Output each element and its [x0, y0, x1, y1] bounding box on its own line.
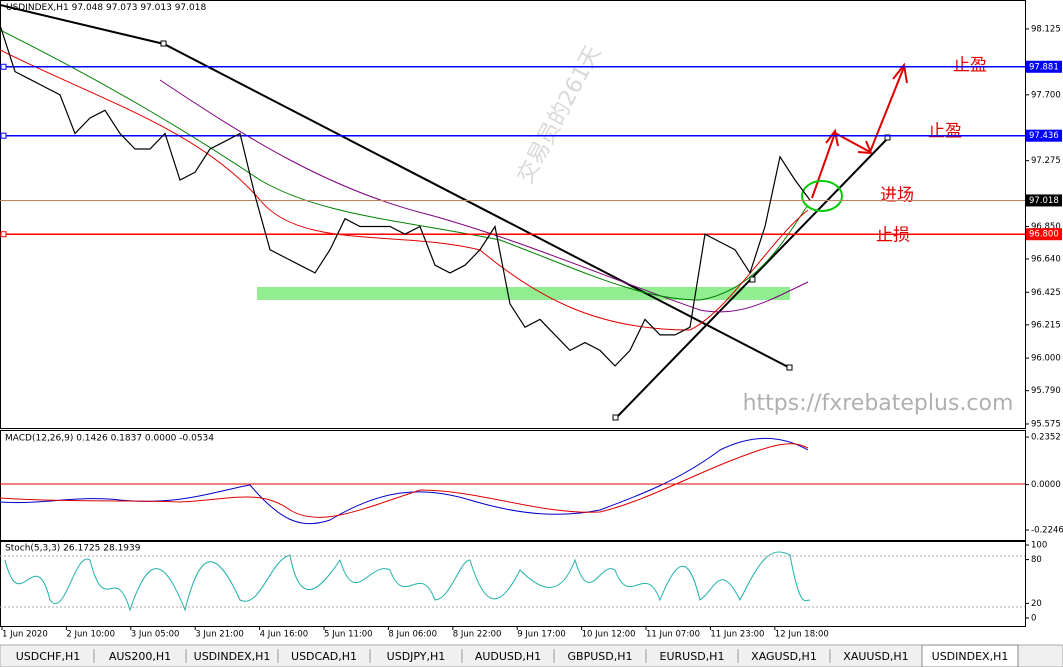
level-box: [1026, 60, 1062, 73]
time-label: 4 Jun 16:00: [260, 630, 309, 640]
time-label: 11 Jun 23:00: [710, 630, 764, 640]
y-tick-label: 0.2352: [1031, 433, 1061, 443]
y-tick-label: 95.790: [1031, 386, 1061, 396]
url: https://fxrebateplus.com: [743, 391, 1014, 416]
time-label: 10 Jun 12:00: [582, 630, 636, 640]
level-handle: [0, 132, 7, 139]
tab[interactable]: USDINDEX,H1: [194, 650, 271, 663]
time-label: 12 Jun 18:00: [775, 630, 829, 640]
y-tick-label: 97.700: [1031, 90, 1061, 100]
annotation: 进场: [880, 186, 914, 206]
tab[interactable]: USDCHF,H1: [16, 650, 81, 663]
time-label: 2 Jun 10:00: [66, 630, 115, 640]
arrow-head: [857, 140, 873, 155]
support-zone: [257, 287, 790, 300]
ohlc: 97.048 97.073 97.013 97.018: [72, 3, 207, 13]
stoch-main: [4, 551, 811, 612]
tab[interactable]: USDCAD,H1: [291, 650, 357, 663]
anchor: [749, 276, 756, 283]
time-label: 8 Jun 06:00: [388, 630, 437, 640]
level-box: [1026, 228, 1062, 241]
y-tick-label: 96.215: [1031, 320, 1061, 330]
signal-line: [0, 443, 809, 518]
moving-average: [0, 49, 809, 331]
level-label: 96.800: [1029, 230, 1059, 240]
y-tick-label: 20: [1031, 599, 1042, 609]
stoch-title: Stoch(5,3,3) 26.1725 28.1939: [5, 544, 141, 554]
tab[interactable]: USDINDEX,H1: [932, 650, 1009, 663]
main-panel: [0, 0, 1026, 429]
tab[interactable]: EURUSD,H1: [660, 650, 725, 663]
anchor: [160, 40, 167, 47]
tab-bar: [0, 644, 1063, 667]
tab[interactable]: XAGUSD,H1: [751, 650, 817, 663]
moving-average: [0, 29, 809, 301]
y-tick-label: -0.2246: [1031, 526, 1063, 536]
y-tick-label: 97.275: [1031, 156, 1061, 166]
tab[interactable]: XAUUSD,H1: [843, 650, 908, 663]
macd-panel: [0, 430, 1026, 541]
level-box: [1026, 194, 1062, 207]
time-label: 8 Jun 22:00: [453, 630, 502, 640]
y-tick-label: 96.425: [1031, 288, 1061, 298]
time-label: 1 Jun 2020: [2, 630, 48, 640]
y-tick-label: 95.575: [1031, 419, 1061, 429]
tab[interactable]: GBPUSD,H1: [568, 650, 633, 663]
anchor: [786, 364, 793, 371]
tab[interactable]: USDJPY,H1: [387, 650, 446, 663]
time-label: 3 Jun 05:00: [131, 630, 180, 640]
anchor: [612, 414, 619, 421]
time-label: 3 Jun 21:00: [195, 630, 244, 640]
annotation: 止盈: [953, 56, 987, 76]
y-tick-label: 96.850: [1031, 222, 1061, 232]
level-label: 97.018: [1029, 196, 1059, 206]
arrow-head: [892, 62, 908, 84]
y-tick-label: 98.125: [1031, 24, 1061, 34]
arrow-head: [825, 128, 839, 147]
tab[interactable]: AUDUSD,H1: [475, 650, 541, 663]
y-tick-label: 96.000: [1031, 354, 1061, 364]
level-label: 97.436: [1029, 131, 1059, 141]
y-tick-label: 96.640: [1031, 254, 1061, 264]
level-handle: [0, 63, 7, 70]
time-label: 9 Jun 17:00: [517, 630, 566, 640]
y-tick-label: 0: [1031, 613, 1036, 623]
time-label: 11 Jun 07:00: [646, 630, 700, 640]
macd-title: MACD(12,26,9) 0.1426 0.1837 0.0000 -0.05…: [5, 434, 214, 444]
stoch-panel: [0, 541, 1026, 627]
y-tick-label: 80: [1031, 555, 1042, 565]
chart-header: USDINDEX,H1 97.048 97.073 97.013 97.018: [6, 3, 206, 13]
entry-circle: [801, 180, 843, 212]
tab-active: [921, 644, 1019, 667]
annotation: 止损: [876, 226, 910, 246]
y-tick-label: 0.0000: [1031, 480, 1061, 490]
level-label: 97.881: [1029, 62, 1059, 72]
level-box: [1026, 129, 1062, 142]
target-arrow: [811, 66, 905, 199]
level-handle: [0, 231, 7, 238]
annotation: 止盈: [928, 122, 962, 142]
symbol: USDINDEX,H1: [6, 3, 69, 13]
tab[interactable]: AUS200,H1: [109, 650, 171, 663]
time-label: 5 Jun 11:00: [324, 630, 373, 640]
price-line: [0, 24, 811, 367]
y-tick-label: 100: [1031, 541, 1047, 551]
moving-average: [159, 79, 809, 313]
